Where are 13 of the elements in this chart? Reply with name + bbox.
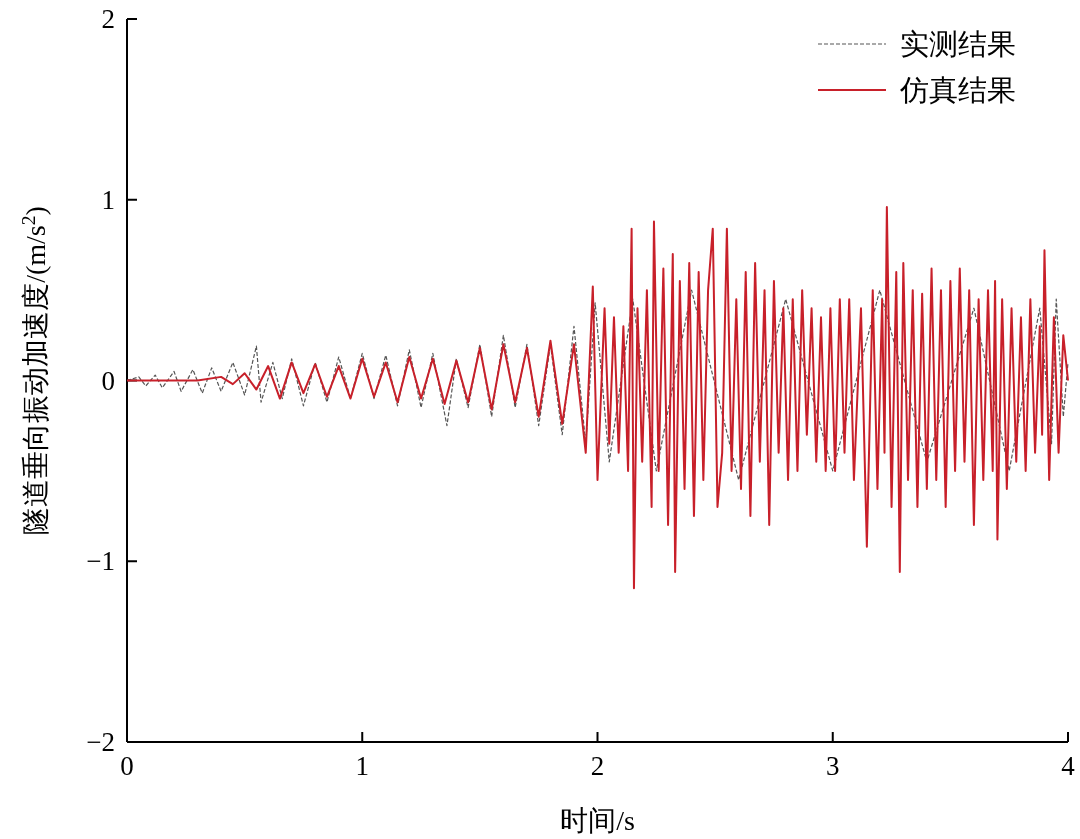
y-tick-label: 0 (101, 365, 115, 396)
y-tick-label: −2 (86, 727, 115, 757)
x-tick-label: 2 (590, 751, 605, 781)
legend-label: 实测结果 (900, 28, 1016, 60)
y-tick-label: 2 (101, 4, 115, 34)
x-tick-label: 1 (355, 751, 369, 781)
y-tick-label: 1 (101, 184, 115, 215)
x-tick-label: 3 (826, 751, 840, 781)
x-tick-label: 4 (1061, 751, 1076, 781)
legend-label: 仿真结果 (899, 74, 1016, 106)
x-tick-label: 0 (120, 751, 134, 781)
y-tick-label: −1 (86, 546, 115, 577)
x-axis-title: 时间/s (560, 805, 635, 836)
